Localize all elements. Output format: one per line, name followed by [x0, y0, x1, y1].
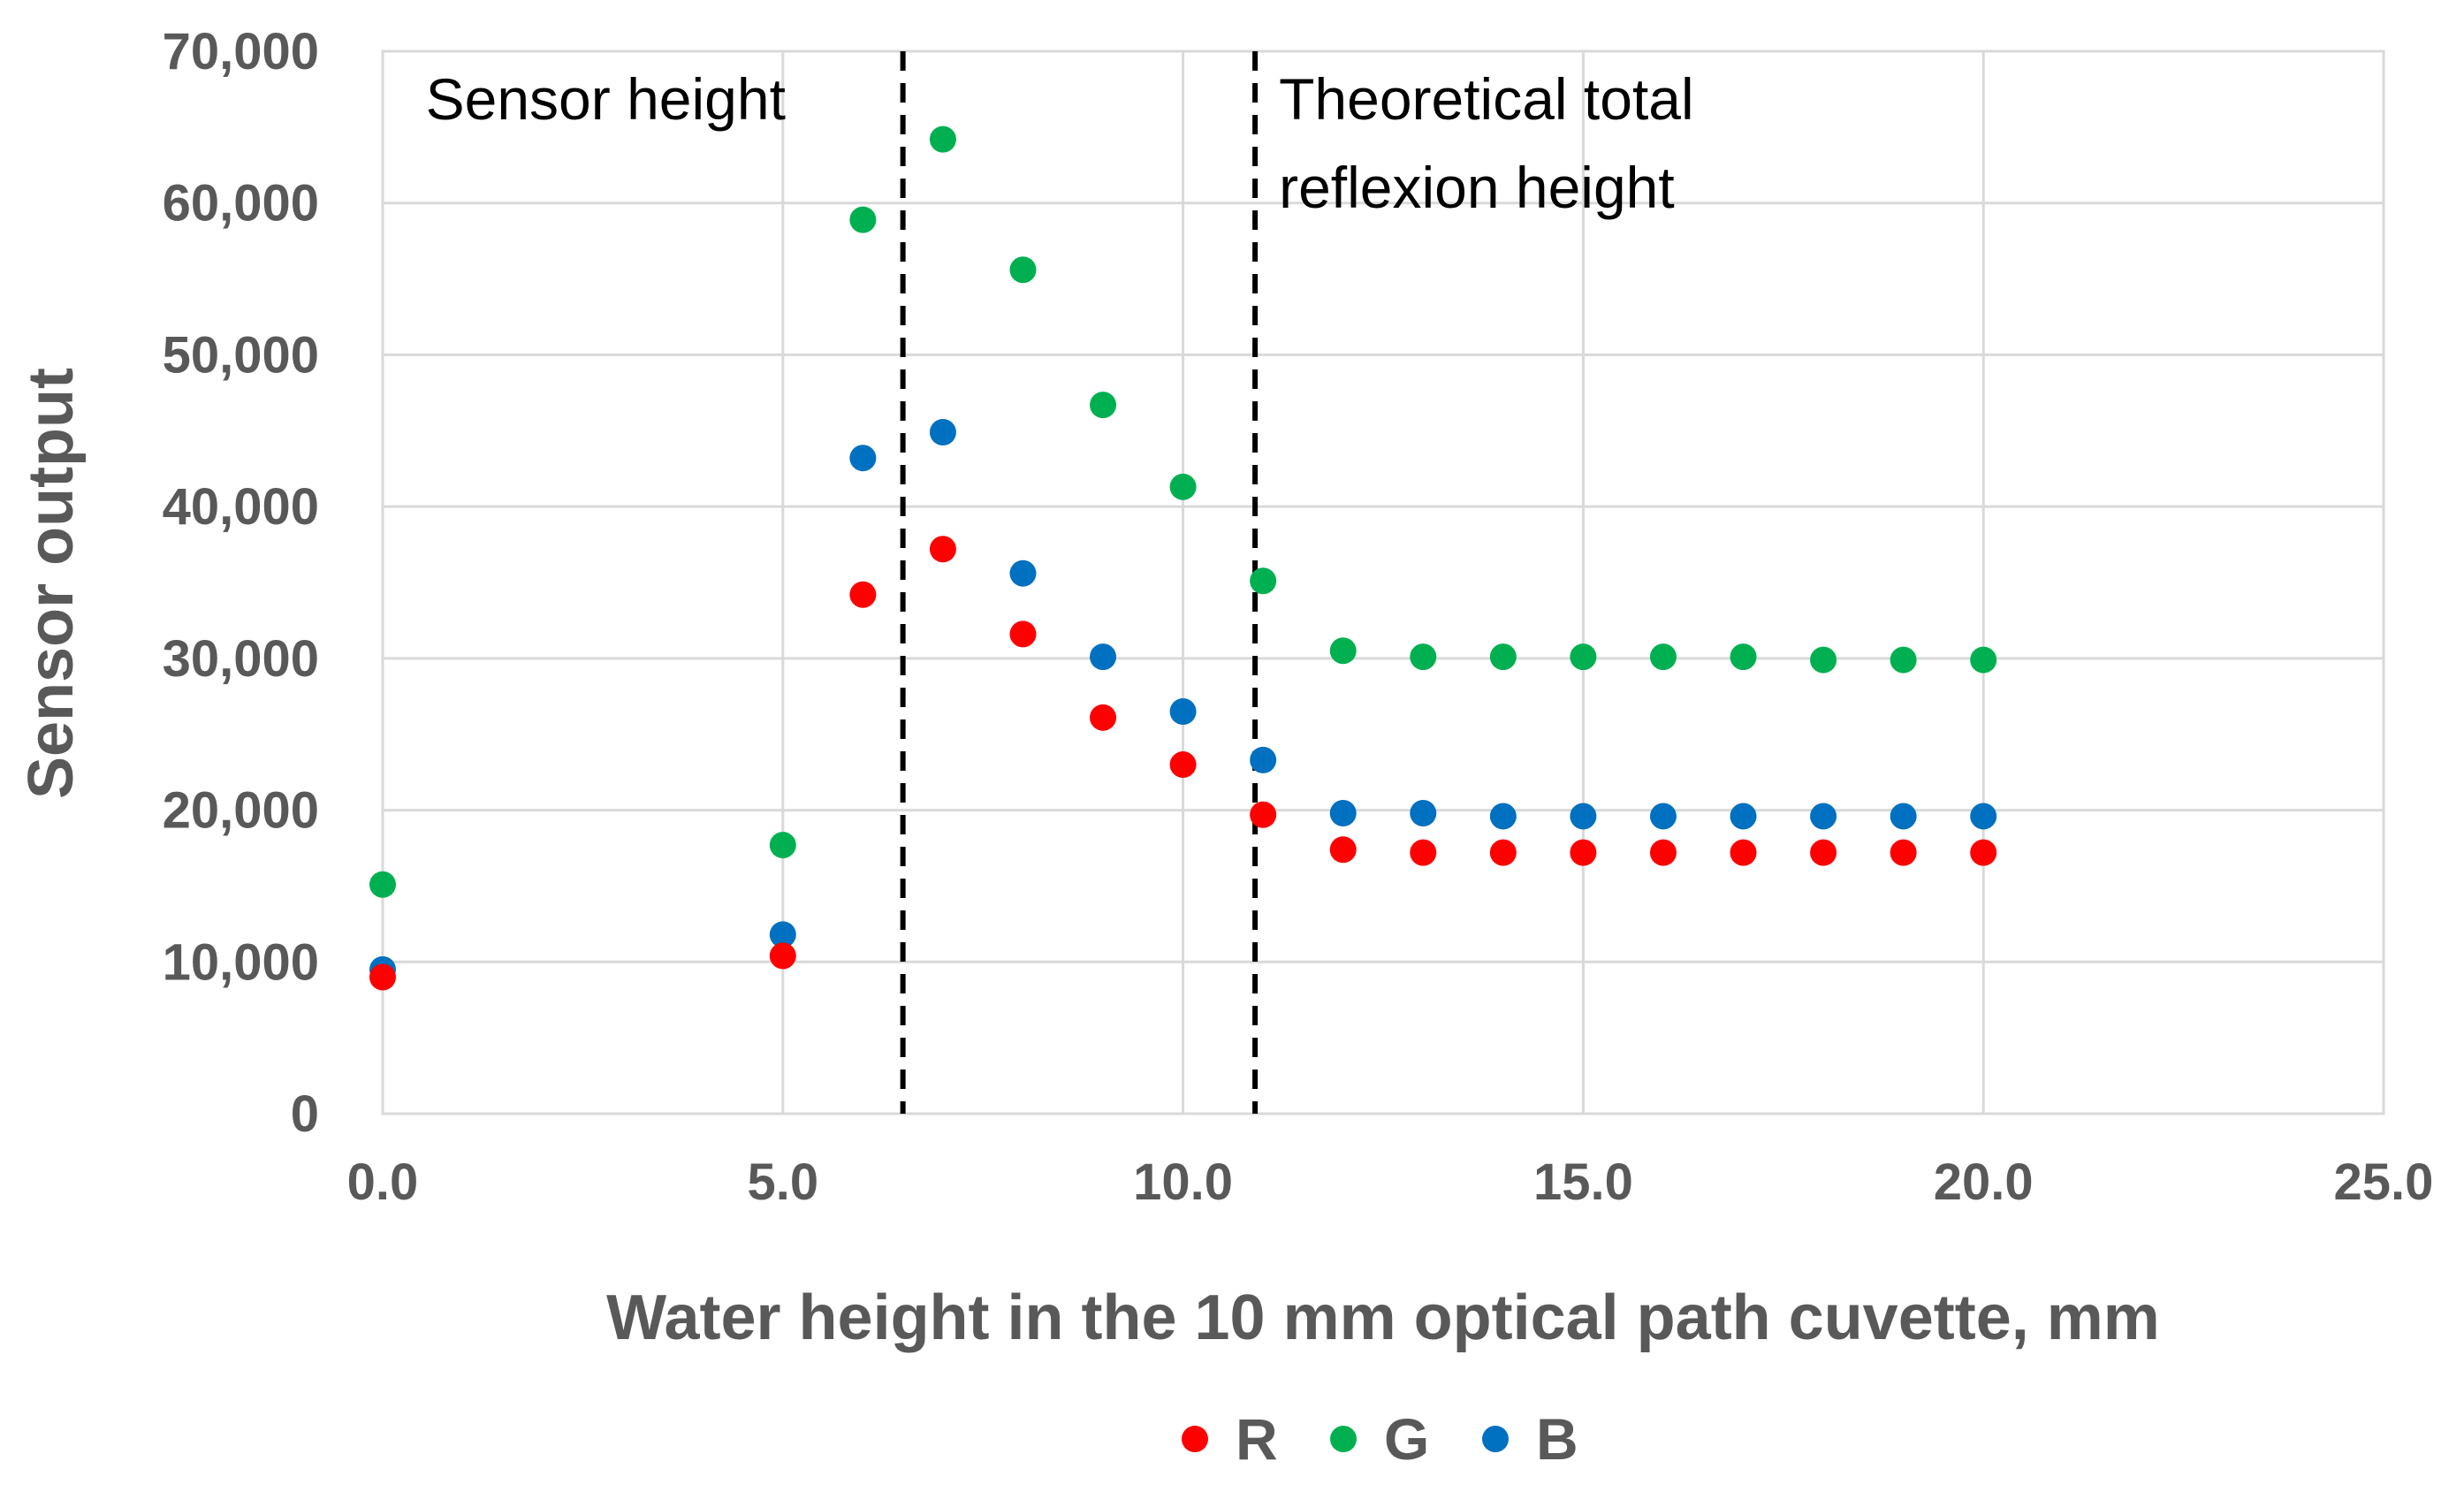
data-point-g	[849, 206, 877, 233]
data-point-g	[1250, 567, 1277, 595]
data-point-r	[769, 942, 796, 970]
data-point-b	[1890, 803, 1917, 830]
data-point-g	[1009, 256, 1037, 284]
data-point-g	[769, 832, 796, 859]
data-point-b	[929, 419, 956, 446]
data-point-r	[1489, 839, 1517, 866]
data-point-r	[1169, 751, 1197, 779]
y-tick-label: 10,000	[163, 933, 319, 991]
tick-labels: 0 10,000 20,000 30,000 40,000 50,000 60,000 70,…	[163, 23, 2434, 1211]
legend-marker-r	[1182, 1426, 1208, 1452]
data-point-r	[1410, 839, 1437, 866]
data-point-r	[1570, 839, 1597, 866]
data-point-b	[1169, 697, 1197, 725]
data-point-r	[1890, 839, 1917, 866]
data-point-r	[1649, 839, 1677, 866]
legend-item-g: G	[1330, 1406, 1429, 1472]
data-point-r	[1970, 839, 1997, 866]
legend-label-g: G	[1384, 1406, 1429, 1472]
data-point-b	[1570, 803, 1597, 830]
data-point-r	[1730, 839, 1757, 866]
data-point-b	[1410, 800, 1437, 827]
y-tick-label: 0	[291, 1085, 319, 1143]
reference-line-annotation: reflexion height	[1279, 155, 1675, 220]
data-point-b	[1730, 803, 1757, 830]
y-tick-label: 50,000	[163, 326, 319, 384]
x-tick-label: 15.0	[1533, 1153, 1633, 1211]
data-point-g	[1329, 637, 1357, 665]
data-point-g	[369, 871, 396, 898]
x-tick-label: 10.0	[1133, 1153, 1233, 1211]
data-point-b	[1970, 803, 1997, 830]
data-point-g	[1890, 646, 1917, 674]
data-point-b	[1090, 643, 1117, 671]
data-point-b	[849, 445, 877, 472]
legend-marker-g	[1330, 1426, 1357, 1452]
x-tick-label: 25.0	[2334, 1153, 2434, 1211]
x-tick-label: 5.0	[747, 1153, 818, 1211]
legend-label-b: B	[1536, 1406, 1578, 1472]
data-point-r	[1090, 704, 1117, 731]
data-points	[369, 126, 1997, 991]
legend-item-b: B	[1482, 1406, 1578, 1472]
reference-line-annotation: Theoretical total	[1279, 66, 1694, 132]
data-point-b	[1649, 803, 1677, 830]
y-axis-title: Sensor output	[16, 368, 87, 799]
data-point-g	[1169, 473, 1197, 500]
x-tick-label: 0.0	[347, 1153, 419, 1211]
legend-marker-b	[1482, 1426, 1509, 1452]
data-point-b	[1250, 746, 1277, 773]
legend-item-r: R	[1182, 1406, 1278, 1472]
data-point-b	[769, 921, 796, 948]
y-tick-label: 70,000	[163, 23, 319, 80]
y-tick-label: 20,000	[163, 782, 319, 840]
y-tick-label: 40,000	[163, 478, 319, 536]
y-tick-label: 60,000	[163, 175, 319, 232]
data-point-g	[1970, 646, 1997, 674]
reference-lines: Sensor height Theoretical total reflexion …	[426, 51, 1694, 1114]
data-point-g	[1730, 643, 1757, 671]
data-point-g	[1570, 643, 1597, 671]
data-point-g	[1810, 646, 1837, 674]
data-point-g	[1410, 643, 1437, 671]
data-point-g	[1489, 643, 1517, 671]
x-tick-label: 20.0	[1934, 1153, 2034, 1211]
data-point-g	[1090, 392, 1117, 419]
data-point-r	[929, 536, 956, 563]
legend-label-r: R	[1236, 1406, 1278, 1472]
data-point-r	[1009, 620, 1037, 648]
y-tick-label: 30,000	[163, 630, 319, 688]
data-point-b	[1489, 803, 1517, 830]
x-axis-title: Water height in the 10 mm optical path c…	[606, 1283, 2160, 1353]
data-point-b	[1329, 800, 1357, 827]
data-point-r	[369, 963, 396, 991]
reference-line-annotation: Sensor height	[426, 66, 786, 132]
data-point-r	[1810, 839, 1837, 866]
plot-area-border	[381, 49, 2385, 1115]
data-point-r	[1250, 801, 1277, 828]
data-point-r	[849, 581, 877, 608]
data-point-b	[1009, 560, 1037, 587]
data-point-b	[1810, 803, 1837, 830]
data-point-r	[1329, 836, 1357, 864]
data-point-g	[1649, 643, 1677, 671]
data-point-g	[929, 126, 956, 153]
